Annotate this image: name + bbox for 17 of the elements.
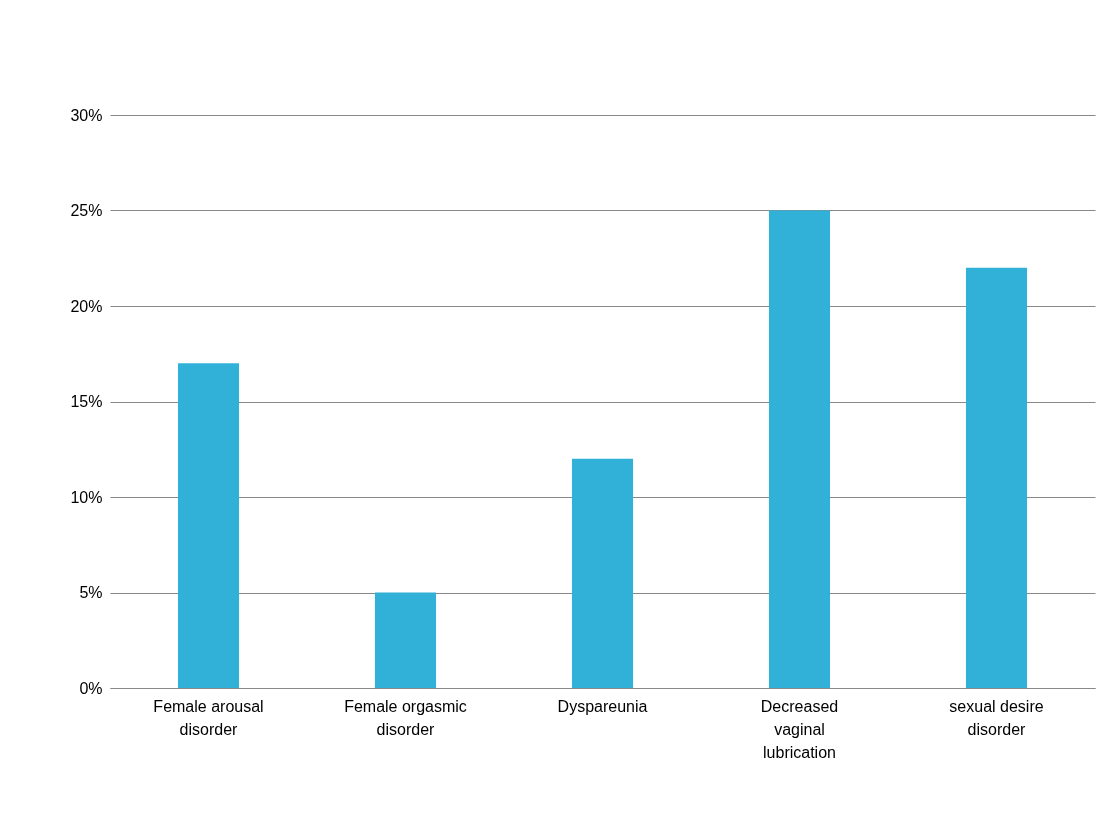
y-tick-label: 30%	[70, 106, 103, 124]
x-tick-label: Female arousal disorder	[153, 697, 264, 738]
bar	[571, 458, 634, 688]
x-tick-label: Decreased vaginal lubrication	[760, 697, 839, 761]
y-tick-label: 25%	[70, 202, 103, 219]
bar	[965, 267, 1028, 688]
y-tick-label: 0%	[79, 679, 103, 697]
y-tick-label: 20%	[70, 297, 103, 315]
x-tick-label: Dyspareunia	[557, 697, 648, 715]
x-tick-label: sexual desire disorder	[949, 697, 1044, 738]
y-tick-label: 15%	[70, 393, 103, 410]
bar	[177, 363, 240, 688]
bar	[768, 210, 831, 688]
bar	[374, 592, 437, 688]
x-tick-label: Female orgasmic disorder	[344, 697, 467, 738]
y-tick-label: 5%	[79, 584, 103, 601]
y-tick-label: 10%	[70, 488, 103, 506]
